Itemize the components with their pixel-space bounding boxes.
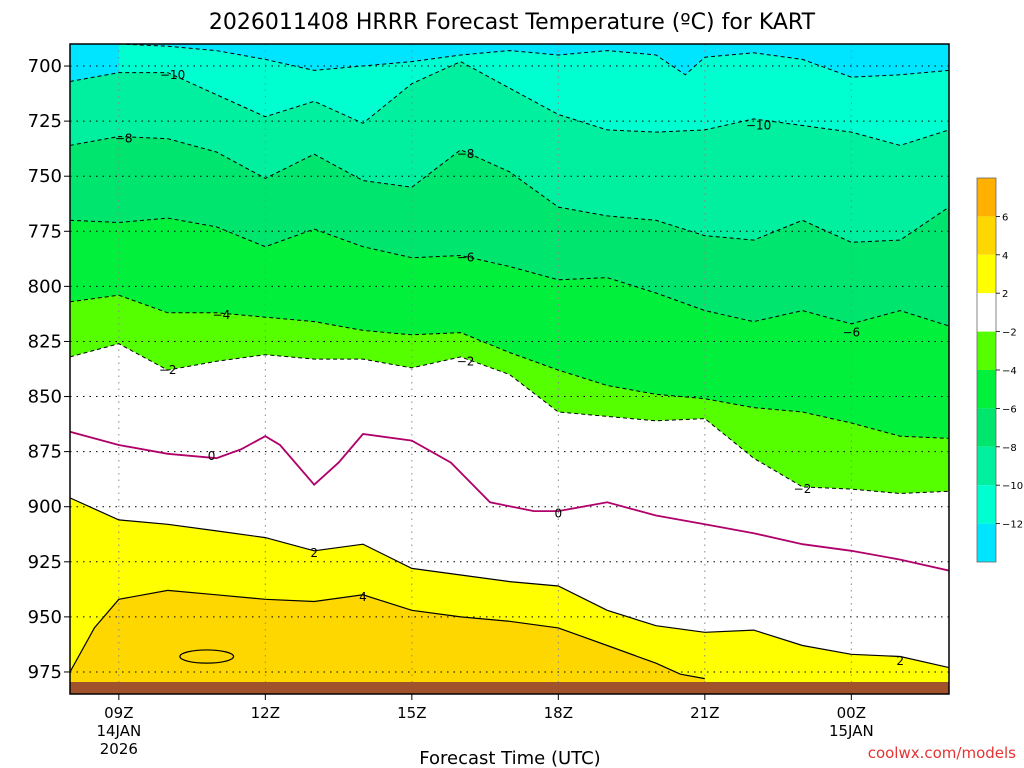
legend-swatch-5 [977,370,996,409]
y-tick-label-900: 900 [28,497,62,518]
legend-swatch-4 [977,331,996,370]
contour-label--8-0: −8 [115,132,133,146]
legend-swatch-1 [977,216,996,255]
fill-band-below-4 [70,590,705,694]
legend-swatch-9 [977,523,996,562]
x-tick-label-15-0: 15Z [397,704,426,722]
isotherm--6 [70,217,949,327]
contour-label-4-0: 4 [359,590,367,604]
ground-surface [70,682,949,694]
contour-label--6-1: −6 [842,326,860,340]
color-legend: 6 4 2 −2 −4 −6 −8 −10 −12 [976,177,1023,563]
chart-title: 2026011408 HRRR Forecast Temperature (ºC… [209,10,816,35]
y-tick-label-800: 800 [28,276,62,297]
isotherm--4 [70,294,949,439]
x-tick-label-21-0: 21Z [690,704,719,722]
isotherm--8 [70,135,949,243]
y-tick-label-975: 975 [28,662,62,683]
x-tick-label-9-1: 14JAN [96,722,141,740]
legend-label-7: −10 [1002,481,1023,492]
isotherm-contours [70,44,949,680]
legend-swatch-2 [977,254,996,294]
isotherm--2 [70,343,949,495]
legend-label-8: −12 [1002,520,1023,531]
contour-label--4-0: −4 [213,308,231,322]
contour-label--2-1: −2 [457,354,475,368]
contour-label-0-1: 0 [555,506,563,520]
x-tick-label-9-0: 09Z [104,704,133,722]
y-tick-label-850: 850 [28,387,62,408]
x-tick-label-24-0: 00Z [837,704,866,722]
isotherm-0 [70,430,949,572]
contour-label-2-1: 2 [896,654,904,668]
plot-area [70,44,949,694]
y-tick-label-700: 700 [28,56,62,77]
plot-frame [69,43,950,695]
contour-label--8-1: −8 [457,147,475,161]
gridlines [70,44,949,694]
y-tick-label-725: 725 [28,111,62,132]
contour-label--2-0: −2 [159,363,177,377]
isotherm--10 [70,61,949,146]
isotherm-2 [70,497,949,669]
x-tick-label-9-2: 2026 [100,740,138,758]
contour-labels: −10 −10 −8 −8 −6 −6 −4 −2 −2 −2 0 0 2 2 4 [115,68,904,668]
x-tick-label-24-1: 15JAN [829,722,874,740]
contour-label-2-0: 2 [310,546,318,560]
y-axis: 700 725 750 775 800 825 850 875 900 925 950 975 [28,56,70,683]
x-tick-label-12-0: 12Z [251,704,280,722]
isotherm-4 [70,589,705,680]
contour-label--10-0: −10 [160,68,185,82]
y-tick-label-825: 825 [28,331,62,352]
x-axis-label: Forecast Time (UTC) [419,748,600,768]
legend-label-5: −6 [1002,404,1017,415]
credit-text: coolwx.com/models [868,744,1016,762]
legend-swatch-0 [977,178,996,217]
y-tick-label-775: 775 [28,221,62,242]
isotherm--12 [118,44,949,78]
legend-label-6: −8 [1002,443,1017,454]
temperature-fill-bands [70,44,949,694]
legend-label-0: 6 [1002,212,1008,223]
contour-label-0-0: 0 [208,449,216,463]
legend-label-4: −4 [1002,366,1017,377]
y-tick-label-950: 950 [28,607,62,628]
closed-isotherm-4 [179,649,235,664]
legend-label-1: 4 [1002,251,1008,262]
legend-swatch-7 [977,446,996,486]
legend-swatch-3 [977,293,996,332]
x-tick-label-18-0: 18Z [544,704,573,722]
legend-swatch-6 [977,408,996,447]
y-tick-label-875: 875 [28,442,62,463]
legend-label-3: −2 [1002,328,1017,339]
contour-label--2-2: −2 [794,482,812,496]
legend-swatch-8 [977,485,996,524]
y-tick-label-925: 925 [28,552,62,573]
contour-label--10-1: −10 [746,119,771,133]
contour-label--6-0: −6 [457,251,475,265]
legend-label-2: 2 [1002,289,1008,300]
y-tick-label-750: 750 [28,166,62,187]
